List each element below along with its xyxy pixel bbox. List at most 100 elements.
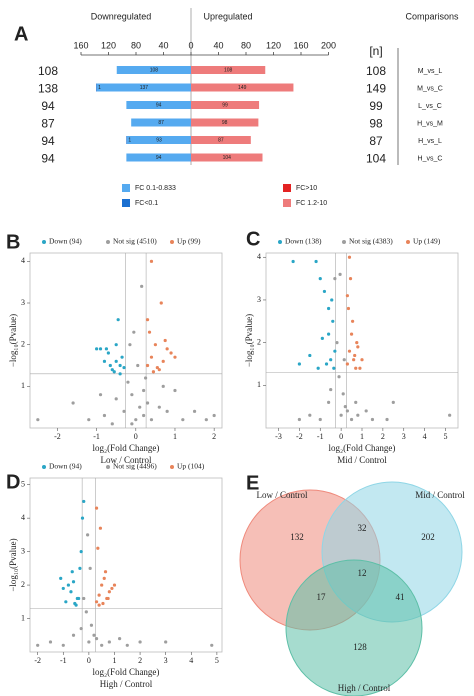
point <box>108 363 112 368</box>
panel-label: E <box>246 472 259 494</box>
point <box>71 580 76 584</box>
point <box>338 272 342 276</box>
point <box>153 343 157 347</box>
point <box>314 259 318 264</box>
legend-label: Not sig (4496) <box>113 462 157 471</box>
point <box>343 405 347 409</box>
down-count: 108 <box>38 64 58 78</box>
point <box>80 516 85 520</box>
bar <box>131 118 191 127</box>
region-count: 12 <box>358 568 367 578</box>
point <box>347 349 352 353</box>
y-tick-label: 3 <box>21 298 25 307</box>
bar <box>116 66 191 74</box>
point <box>132 330 136 334</box>
point <box>110 422 114 426</box>
point <box>291 259 295 264</box>
x-axis-label: log₂(Fold Change) <box>93 667 160 677</box>
x-tick-label: 160 <box>293 40 308 50</box>
x-tick-label: -2 <box>54 432 61 441</box>
x-tick-label: 0 <box>339 432 343 441</box>
volcano-plot: -3 -2 -1 0 1 2 3 4 5 1 2 3 4 Down (138) Not sig (4383)… <box>244 237 459 465</box>
legend-dot <box>170 240 174 244</box>
x-tick-label: -3 <box>275 432 282 441</box>
legend-label: Down (94) <box>49 462 82 471</box>
legend-label: FC 1.2-10 <box>296 200 327 207</box>
legend-label: Not sig (4510) <box>113 237 157 246</box>
down-count: 94 <box>41 99 55 113</box>
legend-dot <box>106 465 110 469</box>
y-tick-label: 2 <box>21 580 25 589</box>
point <box>333 277 337 281</box>
point <box>330 298 334 302</box>
bar-label: 87 <box>218 137 224 143</box>
x-tick-label: -1 <box>60 656 67 665</box>
point <box>143 376 148 380</box>
bar <box>127 136 191 144</box>
volcano-plot: -2 -1 0 1 2 3 4 5 1 2 3 4 5 Down (94) Not sig (4496) Up… <box>8 462 223 689</box>
legend-swatch <box>122 184 130 192</box>
point <box>327 332 331 336</box>
region-count: 17 <box>317 592 327 602</box>
point <box>107 640 111 644</box>
point <box>341 392 345 396</box>
legend-swatch <box>122 199 130 207</box>
category-label: L_vs_C <box>418 103 442 110</box>
point <box>151 370 156 374</box>
point <box>102 576 106 580</box>
legend-dot <box>342 240 346 244</box>
y-axis-label: −log₁₀(Pvalue) <box>8 538 18 591</box>
volcano-plot: -2 -1 0 1 2 1 2 3 4 Down (94) Not sig (4510) Up (99… <box>8 237 223 465</box>
bar-label: 98 <box>222 120 228 126</box>
point <box>165 347 169 351</box>
point <box>110 368 114 372</box>
point <box>308 413 312 417</box>
point <box>448 413 452 417</box>
header: Upregulated <box>203 11 252 21</box>
point <box>316 366 320 370</box>
bar <box>126 101 191 109</box>
x-tick-label: 5 <box>443 432 447 441</box>
point <box>66 583 70 587</box>
y-tick-label: 1 <box>21 613 25 622</box>
point <box>106 351 110 355</box>
x-tick-label: 0 <box>188 40 193 50</box>
x-tick-label: -2 <box>296 432 303 441</box>
point <box>349 417 354 422</box>
point <box>370 417 375 422</box>
up-count: 104 <box>366 152 386 166</box>
legend-dot <box>406 240 410 244</box>
point <box>391 400 395 404</box>
down-count: 87 <box>41 117 55 131</box>
point <box>352 358 356 362</box>
point <box>104 347 109 351</box>
legend-label: FC>10 <box>296 185 317 192</box>
point <box>297 417 301 422</box>
header: Comparisons <box>405 11 459 21</box>
x-tick-label: 2 <box>381 432 385 441</box>
legend-label: Up (149) <box>413 237 441 246</box>
point <box>337 375 341 379</box>
point <box>103 570 108 574</box>
point <box>48 640 53 644</box>
bar-label: 108 <box>224 67 233 73</box>
point <box>70 570 74 574</box>
point <box>130 393 134 397</box>
point <box>324 362 329 366</box>
bar <box>96 83 97 92</box>
x-tick-label: 1 <box>112 656 116 665</box>
point <box>125 643 129 647</box>
legend-dot <box>42 465 46 469</box>
legend-dot <box>42 240 46 244</box>
point <box>138 640 142 644</box>
point <box>354 366 358 370</box>
point <box>161 384 165 388</box>
point <box>173 355 177 359</box>
point <box>118 372 122 376</box>
bar-label: 94 <box>156 102 162 108</box>
point <box>142 413 146 418</box>
point <box>349 332 354 336</box>
point <box>345 409 349 413</box>
point <box>164 640 168 644</box>
point <box>79 626 83 631</box>
